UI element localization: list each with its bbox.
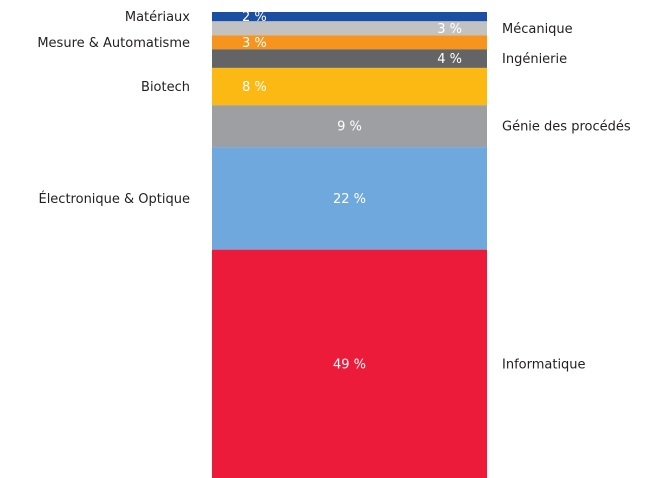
- value-label: 9 %: [337, 120, 362, 135]
- bar-segment: [212, 35, 487, 50]
- value-label: 49 %: [333, 357, 366, 372]
- bar-segment: [212, 249, 487, 478]
- legend-label: Mécanique: [502, 22, 573, 37]
- legend-label: Matériaux: [125, 10, 190, 25]
- value-label: 8 %: [242, 80, 267, 95]
- bar-segment: [212, 147, 487, 250]
- bar-segment: [212, 12, 487, 22]
- bar-segment: [212, 67, 487, 106]
- value-label: 3 %: [242, 36, 267, 51]
- bar-segment: [212, 105, 487, 148]
- bar-segment: [212, 49, 487, 68]
- legend-label: Informatique: [502, 357, 586, 372]
- legend-label: Mesure & Automatisme: [37, 36, 190, 51]
- value-label: 4 %: [437, 52, 462, 67]
- legend-label: Biotech: [141, 80, 190, 95]
- legend-label: Électronique & Optique: [38, 191, 190, 207]
- legend-label: Génie des procédés: [502, 120, 631, 135]
- value-label: 22 %: [333, 192, 366, 207]
- bar-segment: [212, 21, 487, 36]
- legend-label: Ingénierie: [502, 52, 567, 67]
- value-label: 3 %: [437, 22, 462, 37]
